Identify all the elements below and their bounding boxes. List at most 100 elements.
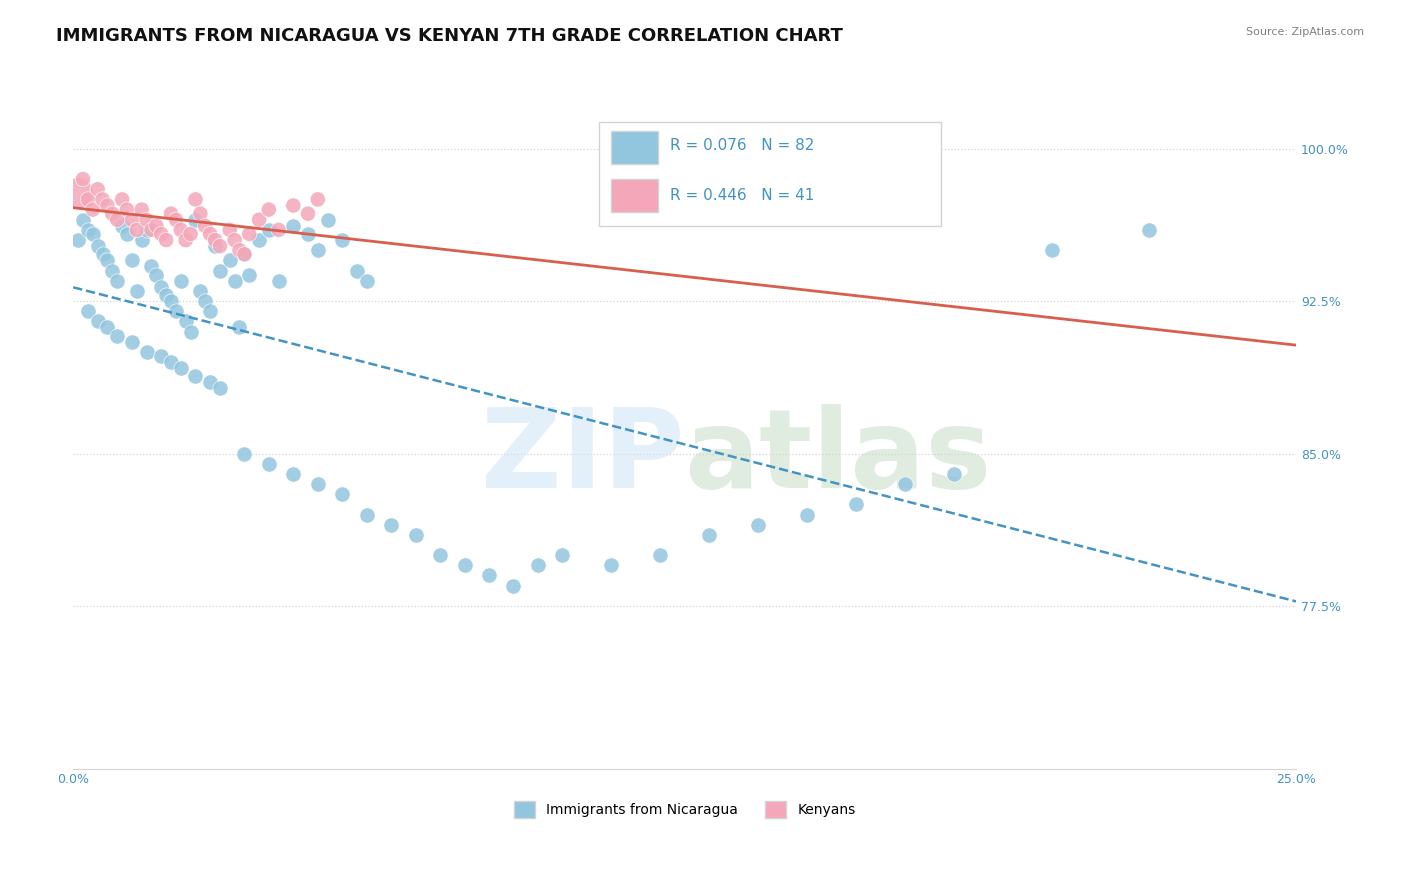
Point (91, 193, 114, 207)
Point (180, 325, 202, 339)
Text: R = 0.446   N = 41: R = 0.446 N = 41 (669, 188, 814, 203)
Point (429, 548, 451, 562)
Point (76, 223, 98, 237)
Point (145, 219, 167, 233)
Point (267, 274, 290, 288)
Point (218, 253, 240, 268)
Point (330, 487, 353, 501)
Point (893, 477, 915, 491)
Point (170, 361, 193, 376)
Point (135, 223, 157, 237)
Point (125, 223, 148, 237)
Point (115, 202, 138, 217)
Point (224, 233, 246, 247)
FancyBboxPatch shape (612, 130, 658, 164)
Point (72, 212, 94, 227)
Point (121, 212, 143, 227)
Point (150, 280, 173, 294)
Point (228, 320, 250, 334)
Point (184, 212, 207, 227)
Point (82, 202, 104, 217)
Point (478, 568, 501, 582)
Point (101, 207, 124, 221)
Point (224, 274, 246, 288)
Point (121, 334, 143, 349)
Point (194, 219, 217, 233)
Point (170, 223, 193, 237)
Point (174, 314, 197, 328)
Point (190, 207, 212, 221)
Point (86, 182, 108, 196)
Point (121, 253, 143, 268)
Point (115, 227, 138, 241)
Point (174, 233, 197, 247)
Point (82, 227, 104, 241)
Point (198, 304, 221, 318)
Point (1040, 244, 1063, 258)
Point (141, 260, 163, 274)
Legend: Immigrants from Nicaragua, Kenyans: Immigrants from Nicaragua, Kenyans (508, 796, 860, 824)
Point (111, 219, 134, 233)
Point (160, 207, 183, 221)
Point (247, 233, 270, 247)
FancyBboxPatch shape (612, 179, 658, 212)
Point (96, 320, 118, 334)
Point (76, 304, 98, 318)
Point (184, 369, 207, 384)
Point (131, 233, 153, 247)
Point (96, 253, 118, 268)
Point (247, 212, 270, 227)
Point (1137, 223, 1160, 237)
Text: IMMIGRANTS FROM NICARAGUA VS KENYAN 7TH GRADE CORRELATION CHART: IMMIGRANTS FROM NICARAGUA VS KENYAN 7TH … (56, 27, 844, 45)
Point (316, 212, 339, 227)
Point (198, 227, 221, 241)
Point (204, 233, 226, 247)
Point (111, 193, 134, 207)
Point (356, 274, 378, 288)
Point (86, 239, 108, 253)
Point (208, 263, 231, 277)
Point (160, 294, 183, 309)
Point (96, 198, 118, 212)
Point (257, 223, 280, 237)
Point (105, 328, 128, 343)
Point (165, 304, 187, 318)
Point (86, 314, 108, 328)
Point (135, 344, 157, 359)
Point (105, 212, 128, 227)
Point (233, 446, 256, 460)
Point (67, 233, 90, 247)
Point (238, 268, 260, 282)
Point (267, 223, 290, 237)
Point (330, 233, 353, 247)
Point (697, 528, 720, 542)
Point (453, 558, 475, 573)
Point (131, 202, 153, 217)
Point (91, 247, 114, 261)
Point (380, 517, 402, 532)
Text: Source: ZipAtlas.com: Source: ZipAtlas.com (1246, 27, 1364, 37)
Point (233, 247, 256, 261)
Point (67, 186, 90, 201)
Point (796, 508, 818, 522)
Point (650, 548, 672, 562)
Point (283, 467, 305, 481)
Point (170, 274, 193, 288)
Point (135, 212, 157, 227)
Point (150, 349, 173, 363)
Text: atlas: atlas (685, 404, 993, 511)
Point (346, 263, 368, 277)
Point (405, 528, 427, 542)
Point (218, 223, 240, 237)
Point (76, 193, 98, 207)
Text: ZIP: ZIP (481, 404, 685, 511)
Point (155, 288, 177, 302)
Point (527, 558, 550, 573)
Point (307, 477, 329, 491)
Point (228, 244, 250, 258)
Point (145, 268, 167, 282)
Point (283, 198, 305, 212)
Point (150, 227, 173, 241)
Point (141, 223, 163, 237)
Point (307, 244, 329, 258)
